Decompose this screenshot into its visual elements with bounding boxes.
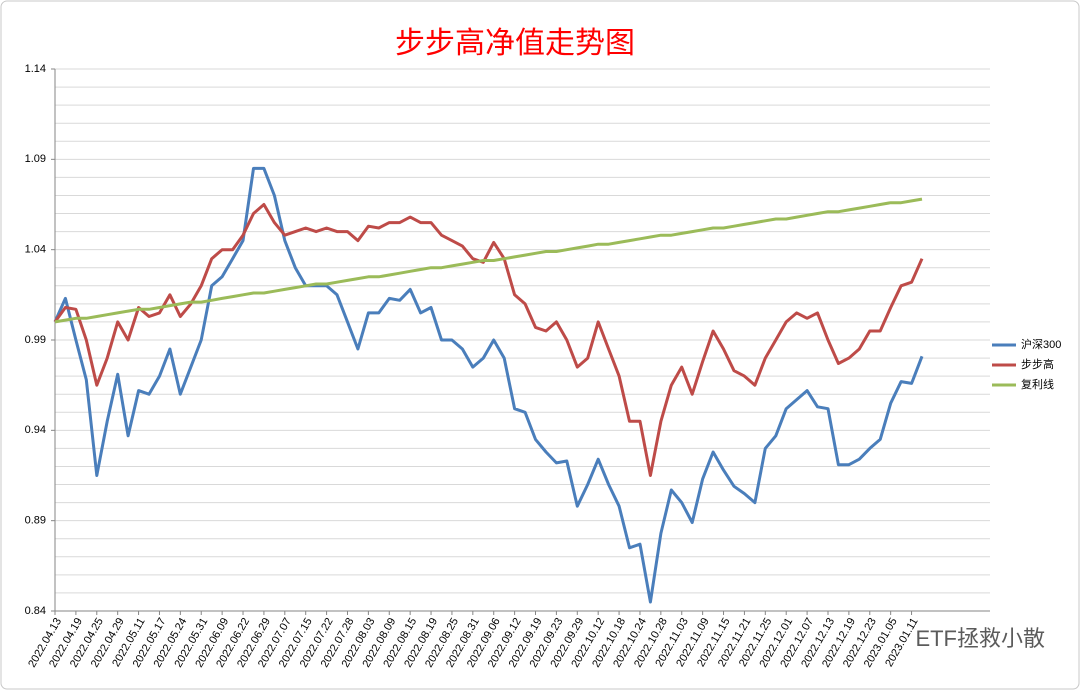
y-tick-label: 0.99: [25, 334, 46, 346]
series-line: [53, 166, 924, 604]
series-line: [53, 203, 924, 477]
y-tick-label: 1.04: [25, 244, 46, 256]
y-tick-label: 1.09: [25, 153, 46, 165]
y-tick-label: 0.94: [25, 424, 46, 436]
series-line: [54, 197, 923, 324]
legend-label: 沪深300: [1021, 337, 1061, 351]
y-tick-label: 0.89: [25, 515, 46, 527]
legend-label: 步步高: [1021, 357, 1054, 371]
legend-label: 复利线: [1021, 377, 1054, 391]
watermark: ETF拯救小散: [915, 626, 1045, 651]
chart-title: 步步高净值走势图: [395, 26, 635, 61]
y-tick-label: 0.84: [25, 605, 46, 617]
y-tick-label: 1.14: [25, 63, 46, 75]
